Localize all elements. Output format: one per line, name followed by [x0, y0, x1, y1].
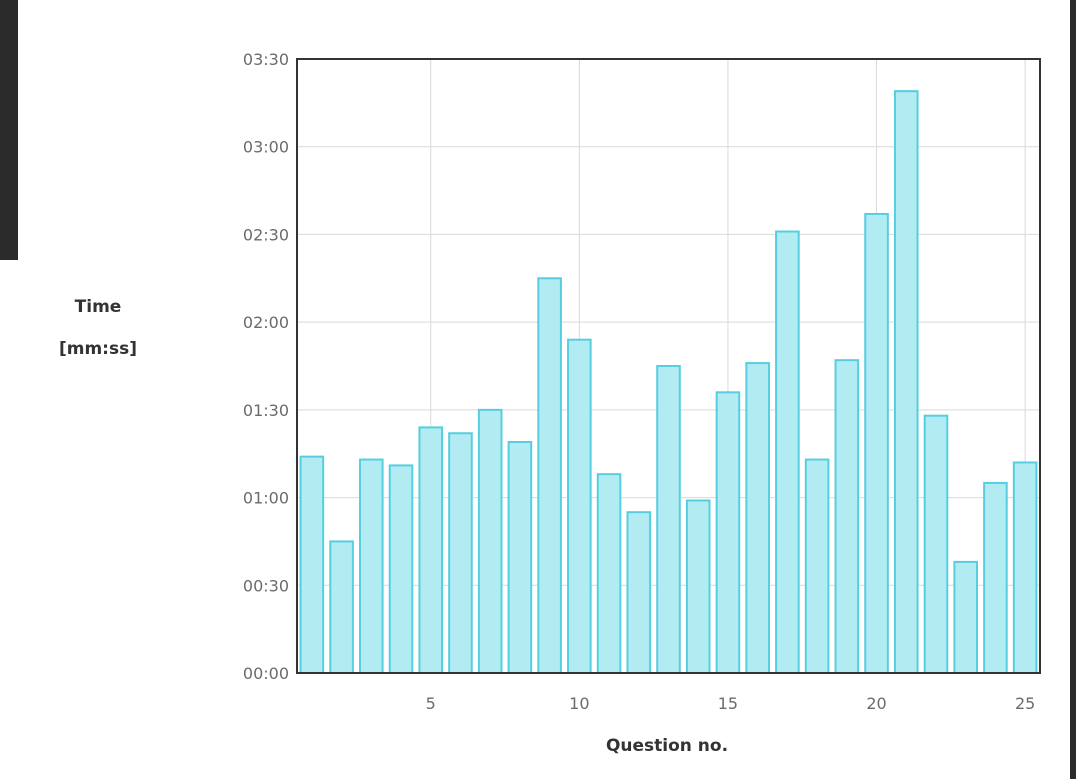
bar-q13	[656, 365, 681, 674]
y-tick-label: 02:30	[243, 225, 289, 244]
bar-q21	[893, 90, 919, 674]
bar-q4	[388, 464, 414, 674]
bar-q25	[1012, 461, 1038, 674]
y-tick-label: 01:30	[243, 401, 289, 420]
y-tick-label: 03:30	[243, 50, 289, 69]
bar-q12	[626, 511, 652, 675]
bar-q8	[507, 441, 533, 674]
window-edge-left	[0, 0, 18, 260]
bar-q23	[953, 560, 978, 675]
bar-q24	[983, 481, 1008, 675]
bar-q7	[477, 408, 503, 674]
bar-q16	[745, 362, 770, 674]
bar-q6	[448, 432, 473, 674]
bar-q19	[834, 359, 860, 674]
window-edge-right	[1070, 0, 1076, 779]
bar-q11	[596, 473, 622, 674]
x-tick-label: 25	[1015, 694, 1035, 713]
bar-q2	[329, 540, 354, 675]
bar-q10	[567, 338, 592, 674]
y-tick-labels: 00:00 00:30 01:00 01:30 02:00 02:30 03:00 03:30	[243, 50, 289, 683]
bar-q3	[359, 458, 384, 674]
bars-group	[299, 90, 1038, 675]
bar-q1	[299, 455, 325, 674]
y-tick-label: 03:00	[243, 138, 289, 157]
bar-q14	[685, 499, 711, 674]
x-axis-title: Question no.	[606, 736, 728, 756]
bar-q17	[775, 230, 800, 674]
y-tick-label: 00:30	[243, 576, 289, 595]
y-tick-label: 02:00	[243, 313, 289, 332]
bar-q9	[537, 277, 562, 674]
y-tick-label: 01:00	[243, 489, 289, 508]
bar-q5	[418, 426, 444, 674]
x-tick-label: 15	[718, 694, 738, 713]
plot-frame	[296, 58, 1041, 674]
bar-q22	[923, 414, 949, 674]
y-axis-title-line-1: Time	[75, 297, 122, 317]
x-tick-labels: 5 10 15 20 25	[426, 694, 1036, 713]
bar-q15	[715, 391, 741, 674]
bar-q20	[864, 212, 889, 674]
x-tick-label: 5	[426, 694, 436, 713]
x-tick-label: 20	[866, 694, 886, 713]
bar-q18	[804, 458, 830, 674]
x-tick-label: 10	[569, 694, 589, 713]
y-axis-title-line-2: [mm:ss]	[59, 339, 137, 359]
y-tick-label: 00:00	[243, 664, 289, 683]
